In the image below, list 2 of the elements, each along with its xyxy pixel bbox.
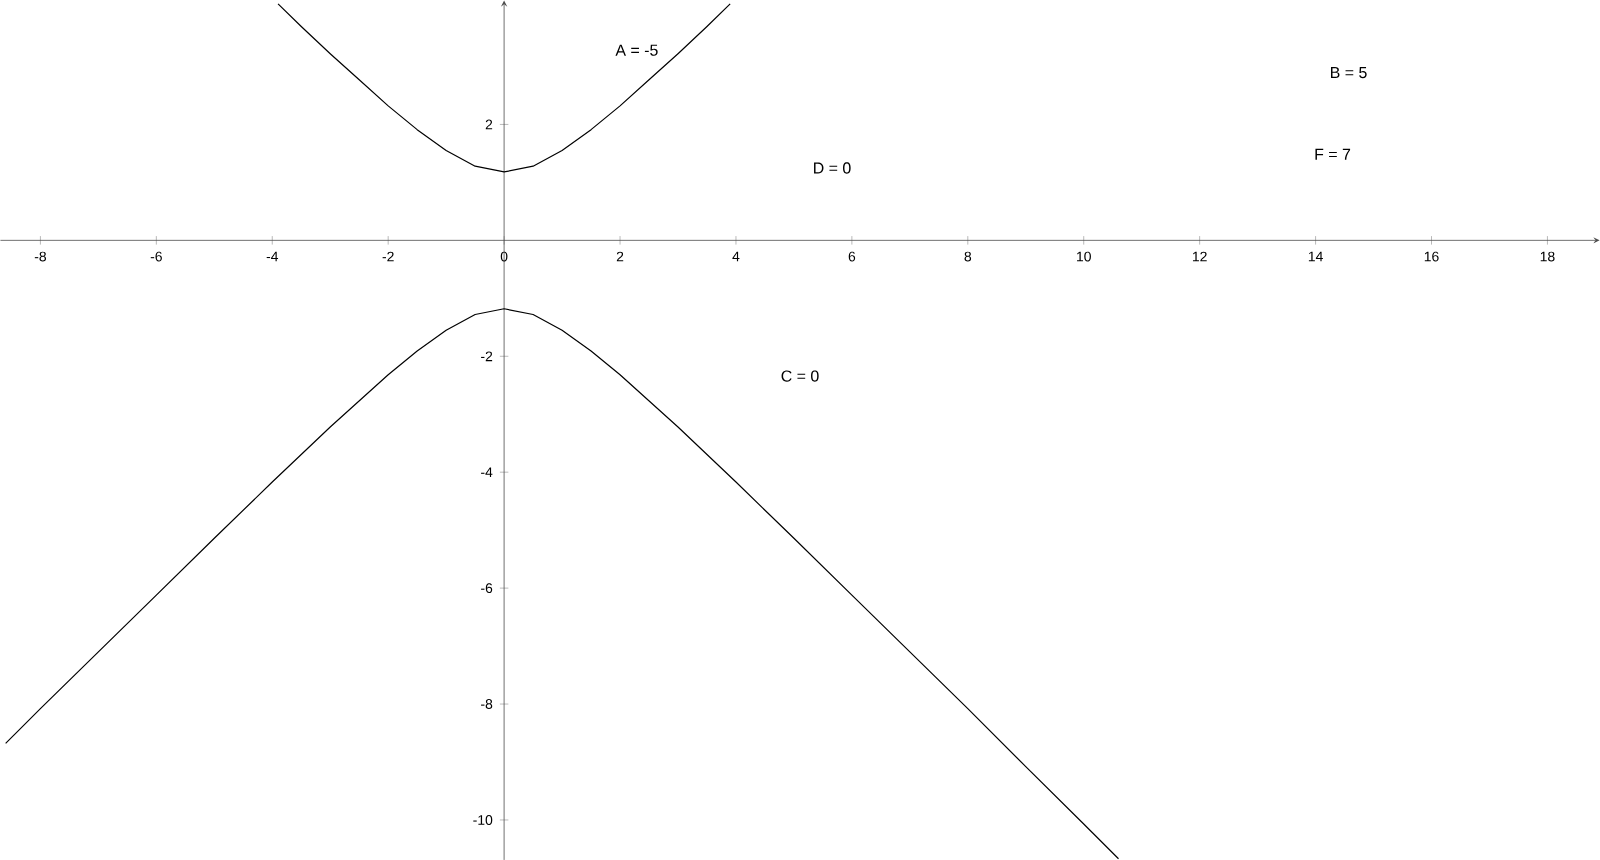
line-series [277, 3, 731, 173]
line-series [5, 307, 1120, 860]
